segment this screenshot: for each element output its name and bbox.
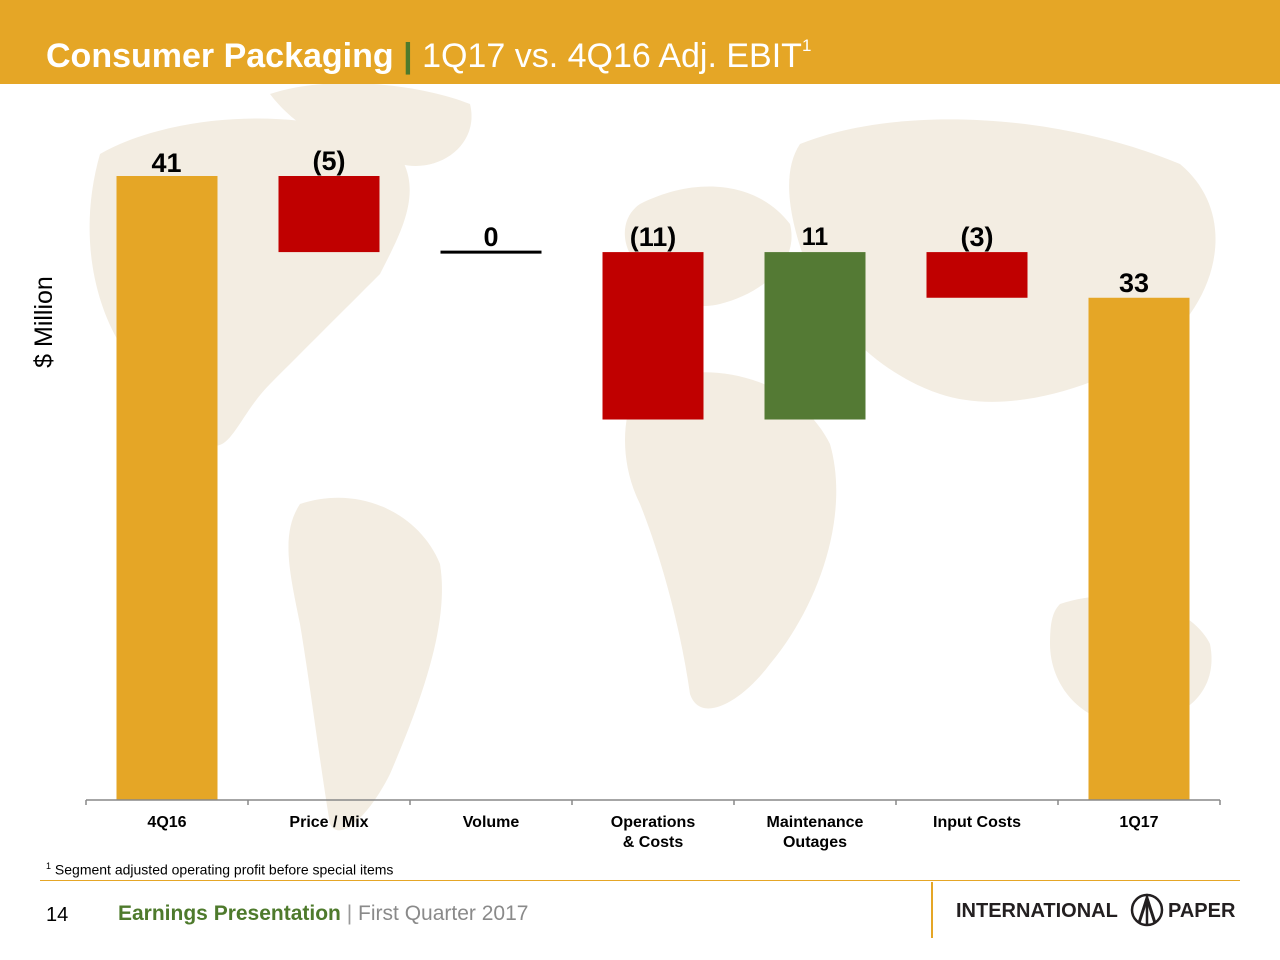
international-paper-logo: INTERNATIONAL PAPER xyxy=(956,893,1236,927)
data-label: (11) xyxy=(630,222,677,252)
waterfall-bar xyxy=(278,176,380,253)
x-tick-label: Input Costs xyxy=(933,814,1021,831)
title-separator: | xyxy=(403,37,413,75)
data-label: (5) xyxy=(313,146,346,176)
title-footnote-mark: 1 xyxy=(801,36,812,55)
footer-divider xyxy=(40,880,1240,881)
footer-vertical-divider xyxy=(931,882,933,938)
logo-mark-icon xyxy=(1130,893,1164,927)
waterfall-bar xyxy=(926,252,1028,298)
x-tick-label: & Costs xyxy=(623,834,684,851)
waterfall-bar xyxy=(116,176,218,800)
data-label: 41 xyxy=(151,148,181,178)
title-main: Consumer Packaging xyxy=(46,37,394,75)
footer-separator: | xyxy=(346,902,353,925)
page-number: 14 xyxy=(46,904,69,926)
data-label: 33 xyxy=(1119,268,1149,298)
slide-title: Consumer Packaging | 1Q17 vs. 4Q16 Adj. … xyxy=(46,26,811,76)
x-tick-label: Maintenance xyxy=(767,814,864,831)
data-label: (3) xyxy=(961,222,994,252)
x-tick-label: Operations xyxy=(611,814,696,831)
title-subtitle: 1Q17 vs. 4Q16 Adj. EBIT xyxy=(422,37,802,75)
waterfall-bar xyxy=(602,252,704,420)
presentation-name: Earnings Presentation xyxy=(118,902,341,925)
footnote-mark: 1 xyxy=(46,861,52,871)
waterfall-bar xyxy=(764,252,866,420)
x-tick-label: Price / Mix xyxy=(289,814,368,831)
footnote-text: Segment adjusted operating profit before… xyxy=(54,861,394,878)
x-tick-label: 4Q16 xyxy=(147,814,186,831)
logo-text-paper: PAPER xyxy=(1168,900,1236,922)
waterfall-chart: 41 (5) 0 (11) 11 (3) 33 4Q16 Price / Mix Volume O… xyxy=(85,146,1221,851)
waterfall-bar xyxy=(1088,297,1190,800)
header-bar: Consumer Packaging | 1Q17 vs. 4Q16 Adj. … xyxy=(0,0,1280,84)
logo-text-international: INTERNATIONAL xyxy=(956,900,1118,922)
x-tick-label: 1Q17 xyxy=(1119,814,1158,831)
data-label: 0 xyxy=(483,222,498,252)
data-label: 11 xyxy=(802,223,829,251)
presentation-period: First Quarter 2017 xyxy=(358,902,529,925)
y-axis-label-text: $ Million xyxy=(30,276,58,368)
x-tick-label: Volume xyxy=(463,814,520,831)
y-axis-label: $ Million xyxy=(30,276,58,368)
footnote: 1 Segment adjusted operating profit befo… xyxy=(46,861,393,878)
x-tick-label: Outages xyxy=(783,834,847,851)
footer-presentation: Earnings Presentation | First Quarter 20… xyxy=(118,902,528,926)
